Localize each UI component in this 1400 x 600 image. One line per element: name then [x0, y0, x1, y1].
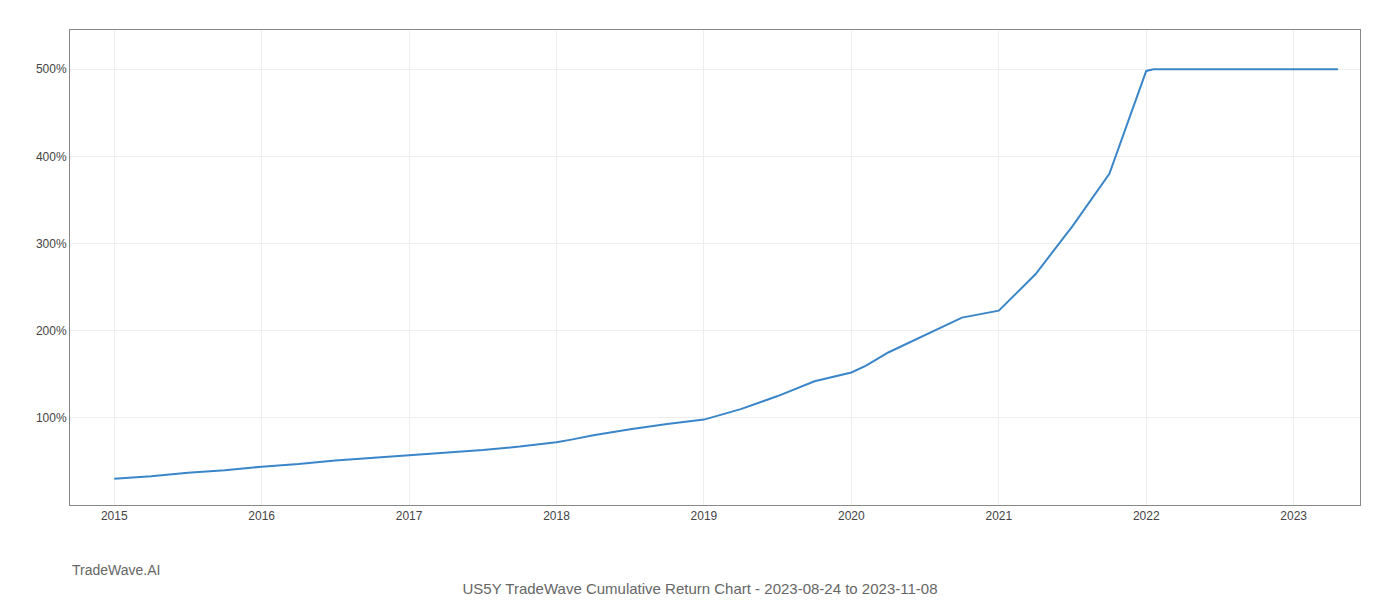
svg-text:2022: 2022: [1133, 509, 1160, 523]
svg-text:2023: 2023: [1280, 509, 1307, 523]
svg-text:2019: 2019: [691, 509, 718, 523]
svg-text:2018: 2018: [543, 509, 570, 523]
svg-text:200%: 200%: [36, 324, 67, 338]
svg-text:300%: 300%: [36, 237, 67, 251]
svg-text:400%: 400%: [36, 150, 67, 164]
svg-text:2021: 2021: [985, 509, 1012, 523]
svg-text:2017: 2017: [396, 509, 423, 523]
svg-text:2020: 2020: [838, 509, 865, 523]
svg-text:2015: 2015: [101, 509, 128, 523]
svg-text:US5Y TradeWave Cumulative Retu: US5Y TradeWave Cumulative Return Chart -…: [463, 580, 938, 597]
svg-text:TradeWave.AI: TradeWave.AI: [72, 562, 160, 578]
svg-text:2016: 2016: [248, 509, 275, 523]
svg-text:100%: 100%: [36, 411, 67, 425]
svg-text:500%: 500%: [36, 62, 67, 76]
